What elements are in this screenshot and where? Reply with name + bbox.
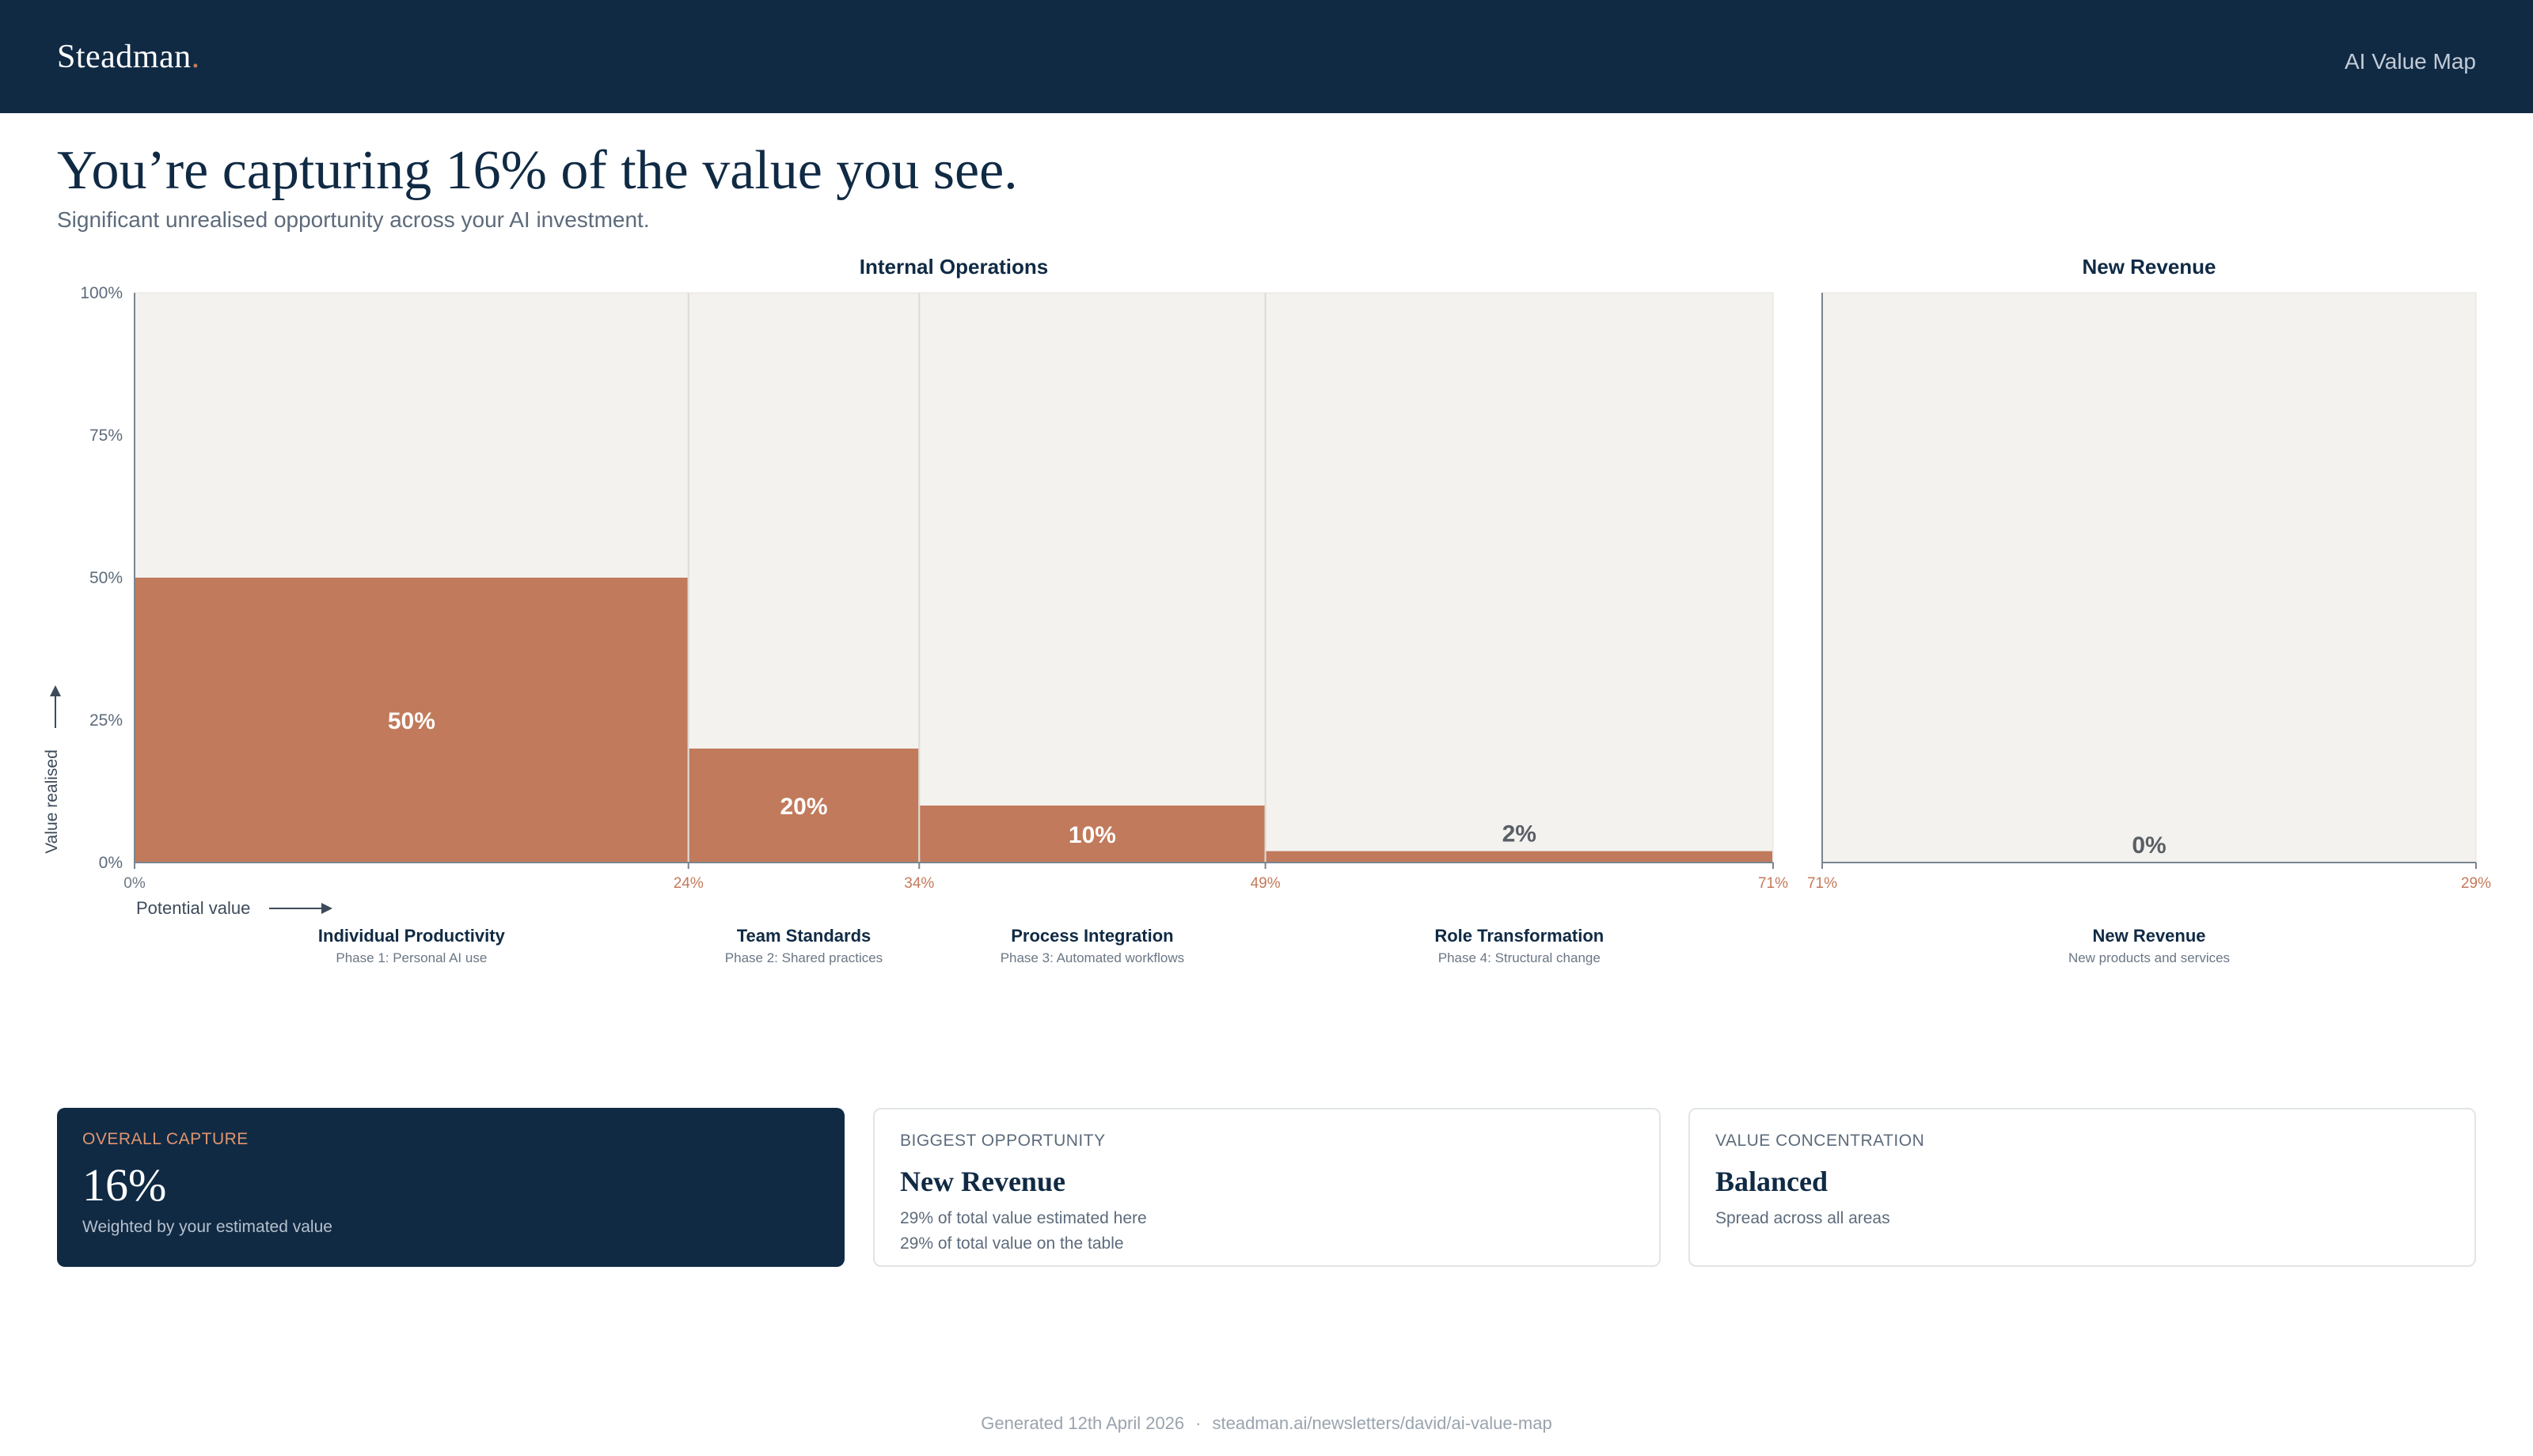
card-value: 16% xyxy=(82,1159,167,1211)
segment-name: Role Transformation xyxy=(1434,926,1604,946)
footer-generated: Generated 12th April 2026 xyxy=(981,1413,1185,1433)
bar xyxy=(920,806,1265,863)
bar-value-label: 50% xyxy=(388,708,435,734)
footer: Generated 12th April 2026 · steadman.ai/ne… xyxy=(0,1413,2533,1434)
bar-value-label: 0% xyxy=(2132,832,2166,859)
y-tick-label: 100% xyxy=(80,284,123,302)
x-tick-label: 24% xyxy=(674,875,704,892)
panel-title: Internal Operations xyxy=(860,255,1048,279)
x-tick-label: 34% xyxy=(904,875,934,892)
y-tick-label: 75% xyxy=(89,427,123,445)
panel-background xyxy=(1821,292,2477,863)
x-tick-label: 0% xyxy=(123,875,146,892)
bar xyxy=(1266,851,1772,863)
card-description: 29% of total value on the table xyxy=(900,1234,1124,1253)
segment-subtitle: Phase 1: Personal AI use xyxy=(336,950,487,965)
card-label: OVERALL CAPTURE xyxy=(82,1130,249,1148)
panel-title: New Revenue xyxy=(2082,255,2216,279)
card-label: VALUE CONCENTRATION xyxy=(1715,1132,1925,1150)
overall-capture-card: OVERALL CAPTURE 16% Weighted by your est… xyxy=(57,1108,845,1267)
footer-separator: · xyxy=(1195,1413,1202,1433)
segment-subtitle: Phase 3: Automated workflows xyxy=(1001,950,1184,965)
bar-value-label: 20% xyxy=(780,794,827,820)
y-tick-label: 50% xyxy=(89,569,123,587)
bar-value-label: 2% xyxy=(1502,821,1536,847)
card-description: Spread across all areas xyxy=(1715,1209,1890,1227)
card-value: New Revenue xyxy=(900,1166,1065,1197)
page-title: You’re capturing 16% of the value you se… xyxy=(57,140,1018,201)
nav-link-ai-value-map[interactable]: AI Value Map xyxy=(2344,49,2476,74)
x-tick-label: 49% xyxy=(1251,875,1281,892)
x-axis-arrow-head xyxy=(321,903,332,914)
x-tick-label: 71% xyxy=(1758,875,1788,892)
y-tick-label: 25% xyxy=(89,711,123,730)
bar xyxy=(689,749,919,863)
card-description: 29% of total value estimated here xyxy=(900,1209,1147,1227)
brand-name: Steadman xyxy=(57,39,192,75)
top-bar: Steadman. AI Value Map xyxy=(0,0,2533,113)
segment-subtitle: Phase 2: Shared practices xyxy=(725,950,883,965)
segment-name: New Revenue xyxy=(2092,926,2205,946)
bar-value-label: 10% xyxy=(1069,822,1116,848)
segment-name: Process Integration xyxy=(1011,926,1173,946)
card-label: BIGGEST OPPORTUNITY xyxy=(900,1132,1106,1150)
x-tick-label: 71% xyxy=(1807,875,1837,892)
y-axis-label: Value realised xyxy=(43,749,61,854)
card-description: Weighted by your estimated value xyxy=(82,1218,332,1236)
page-subtitle: Significant unrealised opportunity acros… xyxy=(57,207,650,232)
biggest-opportunity-card: BIGGEST OPPORTUNITY New Revenue 29% of t… xyxy=(873,1108,1661,1267)
y-tick-label: 0% xyxy=(99,854,123,872)
segment-subtitle: Phase 4: Structural change xyxy=(1438,950,1601,965)
bar xyxy=(135,578,688,863)
value-map-chart: Internal Operations 50% Individual Product… xyxy=(43,255,2491,965)
brand-dot: . xyxy=(191,39,200,75)
segment-name: Individual Productivity xyxy=(318,926,506,946)
segment-name: Team Standards xyxy=(737,926,872,946)
x-tick-label: 29% xyxy=(2461,875,2491,892)
y-axis-arrow-head xyxy=(50,685,61,696)
brand-logo[interactable]: Steadman. xyxy=(57,38,200,76)
value-concentration-card: VALUE CONCENTRATION Balanced Spread acro… xyxy=(1688,1108,2476,1267)
x-axis-label: Potential value xyxy=(136,898,250,918)
segment-subtitle: New products and services xyxy=(2068,950,2230,965)
card-value: Balanced xyxy=(1715,1166,1829,1197)
footer-url[interactable]: steadman.ai/newsletters/david/ai-value-m… xyxy=(1212,1413,1552,1433)
